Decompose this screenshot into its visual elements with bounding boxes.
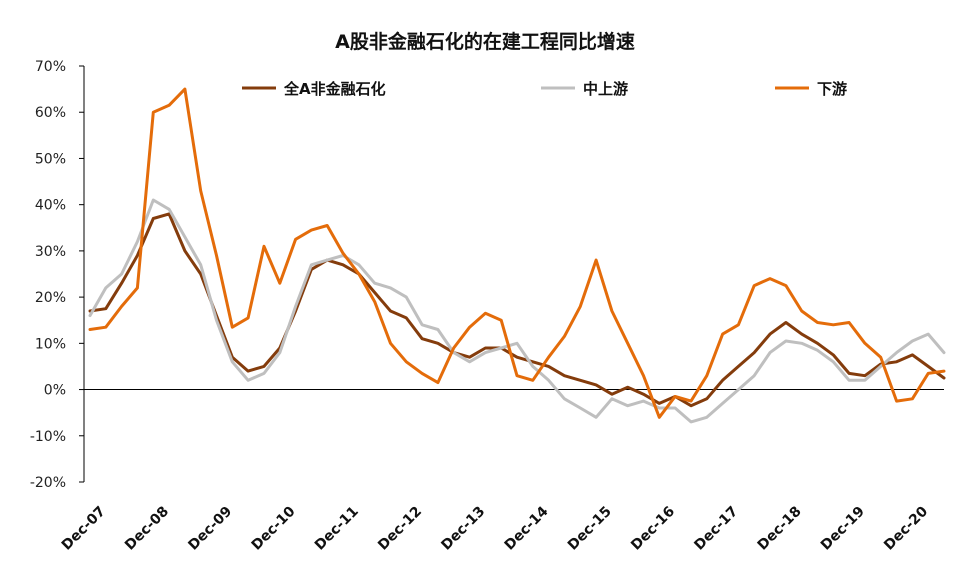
x-tick-label: Dec-15 (565, 504, 615, 554)
y-tick-label: -10% (30, 429, 66, 445)
series-line-2 (88, 87, 946, 419)
x-tick-label: Dec-14 (502, 503, 552, 553)
x-tick-label: Dec-16 (628, 504, 678, 554)
y-tick-label: 40% (35, 198, 66, 214)
legend-label-2: 下游 (817, 80, 847, 98)
x-tick-label: Dec-19 (818, 504, 868, 554)
legend-label-0: 全A非金融石化 (283, 80, 386, 98)
x-tick-label: Dec-07 (59, 504, 109, 554)
x-axis: Dec-07 Dec-08 Dec-09 Dec-10 Dec-11 Dec-12 Dec-… (59, 389, 944, 554)
plot-area (88, 87, 946, 424)
series-line-1 (88, 198, 946, 424)
chart-title: A股非金融石化的在建工程同比增速 (335, 30, 635, 53)
y-tick-label: 50% (35, 151, 66, 167)
x-tick-label: Dec-10 (249, 503, 299, 553)
y-tick-label: 10% (35, 336, 66, 352)
x-tick-label: Dec-17 (691, 504, 741, 554)
y-tick-label: 60% (35, 105, 66, 121)
y-tick-label: -20% (30, 475, 66, 491)
y-axis: -20% -10% 0% 10% 20% 30% 40% 50% 60% 70% (30, 59, 85, 491)
x-tick-label: Dec-20 (881, 503, 931, 553)
y-tick-label: 0% (44, 383, 66, 399)
x-tick-label: Dec-08 (122, 504, 172, 554)
x-tick-label: Dec-12 (375, 504, 425, 554)
x-tick-label: Dec-11 (312, 504, 362, 554)
y-tick-label: 70% (35, 59, 66, 75)
x-tick-label: Dec-18 (755, 504, 805, 554)
x-tick-label: Dec-09 (185, 504, 235, 554)
y-tick-label: 20% (35, 290, 66, 306)
y-tick-label: 30% (35, 244, 66, 260)
legend: 全A非金融石化 中上游 下游 (242, 80, 847, 98)
x-tick-label: Dec-13 (438, 504, 488, 554)
series-line-0 (88, 212, 946, 408)
legend-label-1: 中上游 (583, 80, 628, 98)
